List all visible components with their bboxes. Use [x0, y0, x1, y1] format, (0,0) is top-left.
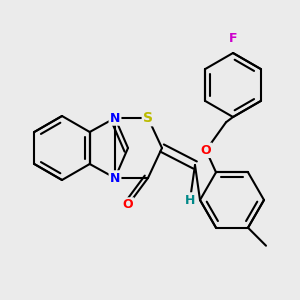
Text: O: O	[201, 144, 211, 157]
Text: N: N	[110, 172, 120, 184]
Text: O: O	[123, 199, 133, 212]
Text: F: F	[229, 32, 237, 46]
Text: H: H	[185, 194, 195, 206]
Text: S: S	[143, 111, 153, 125]
Text: N: N	[110, 112, 120, 124]
